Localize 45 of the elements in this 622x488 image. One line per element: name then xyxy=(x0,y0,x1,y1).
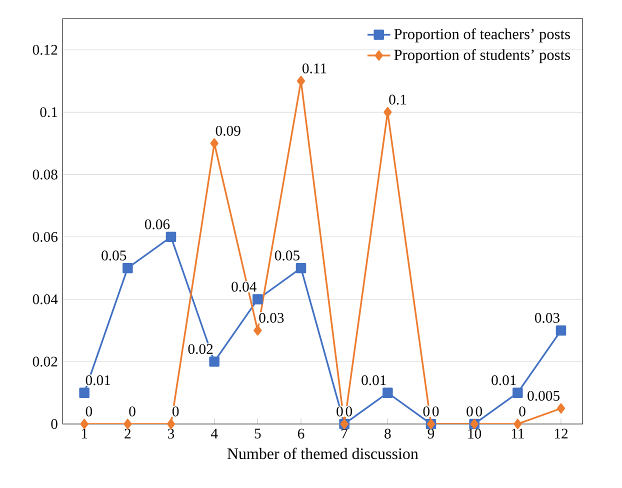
data-label: 0.05 xyxy=(102,250,126,260)
data-label: 0.11 xyxy=(302,63,326,74)
data-label: 0 xyxy=(129,406,136,416)
data-label: 0 xyxy=(172,406,179,416)
legend-label: Proportion of teachers’ posts xyxy=(394,28,570,42)
data-label: 0.05 xyxy=(274,250,300,260)
data-label: 0 xyxy=(86,406,92,416)
x-tick-label: 5 xyxy=(254,428,261,438)
data-label: 0.03 xyxy=(259,312,284,323)
data-label: 0.04 xyxy=(232,282,257,292)
data-label: 0 xyxy=(476,406,482,416)
x-tick-label: 8 xyxy=(384,428,391,439)
data-label: 0.01 xyxy=(492,375,516,386)
x-tick-label: 6 xyxy=(298,428,304,439)
data-label: 0 xyxy=(519,406,526,416)
x-tick-label: 10 xyxy=(468,428,482,439)
data-label: 0.01 xyxy=(86,375,110,386)
x-tick-label: 4 xyxy=(210,428,218,438)
data-label: 0 xyxy=(432,406,439,416)
data-label: 0 xyxy=(466,406,473,416)
data-label: 0.1 xyxy=(389,94,406,105)
y-tick-label: 0.06 xyxy=(32,232,58,242)
y-tick-label: 0.08 xyxy=(32,170,58,180)
data-label: 0.06 xyxy=(144,219,170,230)
x-tick-label: 3 xyxy=(168,428,174,439)
y-tick-label: 0 xyxy=(51,419,58,429)
x-axis-title: Number of themed discussion xyxy=(227,448,418,460)
data-label: 0 xyxy=(346,406,352,416)
data-label: 0.01 xyxy=(362,375,386,386)
data-label: 0.03 xyxy=(534,312,560,323)
data-label: 0.02 xyxy=(188,344,213,354)
data-label: 0.09 xyxy=(216,126,240,136)
data-label: 0 xyxy=(336,406,343,416)
x-tick-label: 9 xyxy=(428,428,434,439)
data-label: 0.005 xyxy=(528,390,560,401)
y-tick-label: 0.12 xyxy=(32,44,58,55)
y-tick-label: 0.1 xyxy=(40,107,58,118)
data-label: 0 xyxy=(423,406,430,416)
y-tick-label: 0.04 xyxy=(32,294,58,304)
y-tick-label: 0.02 xyxy=(32,356,58,367)
x-tick-label: 11 xyxy=(512,428,524,438)
x-tick-label: 2 xyxy=(124,428,131,438)
legend-label: Proportion of students’ posts xyxy=(394,49,570,64)
x-tick-label: 12 xyxy=(554,428,568,438)
x-tick-label: 1 xyxy=(82,428,88,438)
